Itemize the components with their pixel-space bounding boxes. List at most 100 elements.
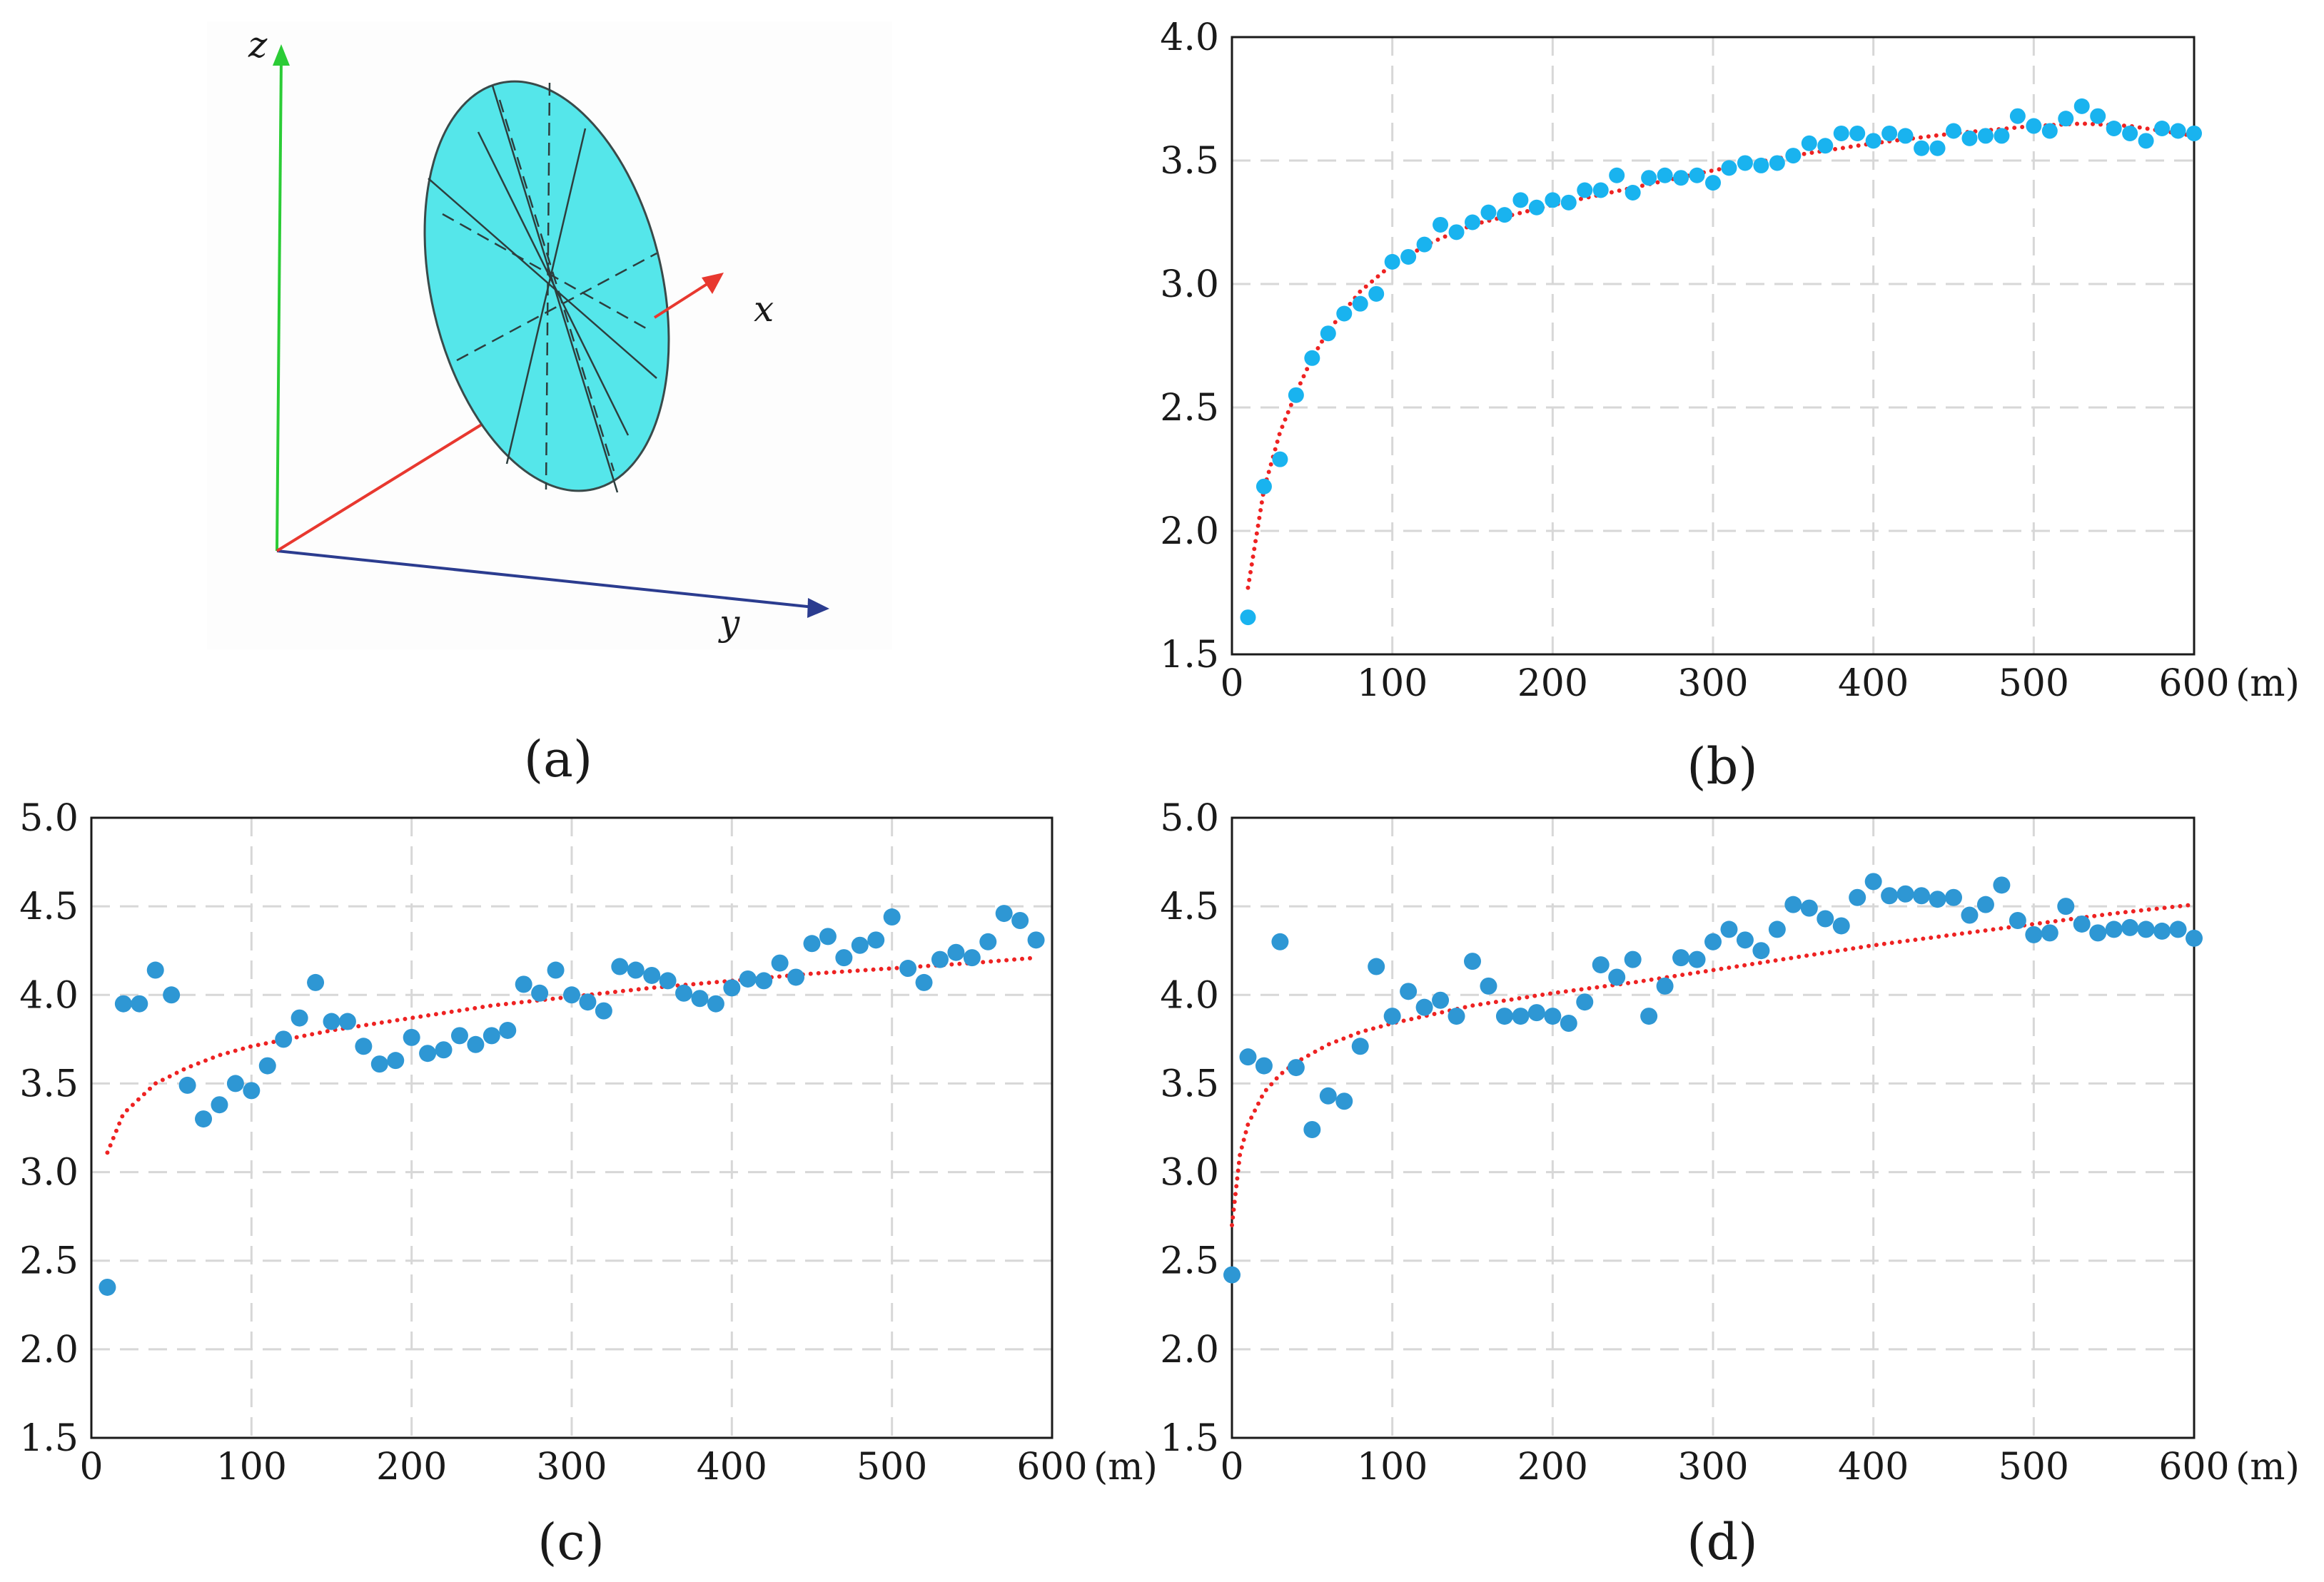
data-point [1721, 160, 1737, 176]
data-point [2090, 108, 2106, 124]
x-axis-label: x [754, 288, 774, 330]
data-point [867, 931, 885, 949]
x-tick-label: 400 [1838, 1446, 1909, 1489]
x-tick-label: 300 [1677, 662, 1748, 705]
data-point [883, 908, 901, 926]
data-point [1416, 236, 1433, 253]
data-point [163, 986, 181, 1004]
data-point [1609, 167, 1625, 183]
z-axis-arrowhead [273, 44, 290, 66]
y-tick-label: 2.5 [1160, 1240, 1219, 1283]
data-point [1592, 182, 1609, 198]
disk-line [428, 178, 657, 379]
y-tick-label: 2.0 [19, 1329, 79, 1371]
data-point [1914, 140, 1930, 156]
data-point [1785, 148, 1802, 164]
caption-d: (d) [1687, 1513, 1757, 1571]
x-tick-label: 300 [536, 1446, 607, 1489]
y-tick-label: 1.5 [1160, 1417, 1219, 1460]
x-axis-back [276, 403, 515, 552]
y-tick-label: 3.0 [19, 1152, 79, 1195]
y-tick-label: 2.0 [1160, 510, 1219, 553]
data-point [370, 1055, 388, 1073]
data-point [995, 905, 1013, 923]
data-point [1994, 128, 2010, 144]
panel-b: 0 100 200 300 400 500 600 (m) 1.5 2.0 2.5 3.0 3.5 4.0… [1160, 16, 2300, 796]
y-tick-label: 1.5 [1160, 634, 1219, 676]
plot-frame [1231, 816, 2196, 1439]
x-tick-label: 100 [1357, 662, 1428, 705]
plot-frame [1231, 36, 2196, 656]
data-point [2170, 123, 2186, 139]
x-tick-label: 600 [1016, 1446, 1087, 1489]
data-point [579, 993, 597, 1011]
data-point [2089, 924, 2107, 942]
data-point [403, 1028, 420, 1046]
data-point [1672, 949, 1690, 967]
data-point [2137, 921, 2155, 938]
data-point [1929, 891, 1946, 908]
data-point [2122, 125, 2138, 141]
data-point [947, 943, 965, 961]
data-point [787, 968, 805, 986]
disk-line [477, 131, 630, 436]
data-point [355, 1038, 373, 1055]
data-point [1784, 896, 1802, 913]
disk-line [505, 128, 587, 465]
data-point [2073, 915, 2091, 933]
data-point [1624, 950, 1642, 968]
data-point [2009, 912, 2026, 930]
data-point [2057, 898, 2075, 916]
data-point [675, 984, 693, 1002]
x-tick-label: 200 [376, 1446, 447, 1489]
caption-b: (b) [1687, 737, 1757, 796]
x-tick-label: 200 [1517, 1446, 1588, 1489]
x-tick-label: 500 [1999, 1446, 2069, 1489]
data-point [771, 954, 789, 972]
data-point [1465, 214, 1480, 230]
data-point [1961, 130, 1978, 146]
data-point [2138, 133, 2154, 149]
trend-line [105, 955, 1039, 1155]
data-point [1801, 135, 1817, 151]
data-point [131, 995, 148, 1013]
data-point [531, 984, 549, 1002]
disk-ellipse [423, 80, 670, 492]
data-point [1688, 950, 1706, 968]
y-tick-label: 3.5 [1160, 1063, 1219, 1105]
data-point [1527, 1004, 1545, 1022]
data-point [963, 949, 981, 967]
data-point [627, 961, 645, 979]
data-point [195, 1110, 213, 1128]
data-point [98, 1278, 116, 1296]
data-point [1256, 478, 1272, 495]
data-point [1704, 933, 1722, 950]
data-point [435, 1041, 453, 1059]
data-point [211, 1096, 228, 1114]
data-point [1303, 1120, 1321, 1138]
data-point [1335, 1092, 1353, 1110]
x-tick-label: 100 [216, 1446, 287, 1489]
x-tick-label: 0 [1220, 662, 1243, 705]
x-unit-label: (m) [2235, 1446, 2300, 1489]
y-tick-label: 2.0 [1160, 1329, 1219, 1371]
data-point [1320, 325, 1336, 342]
data-point [307, 973, 325, 991]
data-point [1865, 133, 1881, 149]
y-tick-label: 2.5 [1160, 387, 1219, 430]
data-point [1929, 140, 1946, 156]
data-point [2169, 921, 2187, 938]
data-point [1736, 931, 1754, 949]
data-point [1464, 953, 1481, 970]
data-point [1753, 157, 1769, 173]
x-tick-label: 500 [857, 1446, 927, 1489]
data-point [1368, 958, 1385, 975]
data-point [275, 1030, 293, 1048]
data-point [1496, 207, 1512, 223]
x-tick-label: 400 [1838, 662, 1909, 705]
data-point [2073, 98, 2090, 114]
data-point [1415, 998, 1433, 1016]
data-point [1432, 991, 1450, 1009]
data-point [2106, 121, 2122, 137]
